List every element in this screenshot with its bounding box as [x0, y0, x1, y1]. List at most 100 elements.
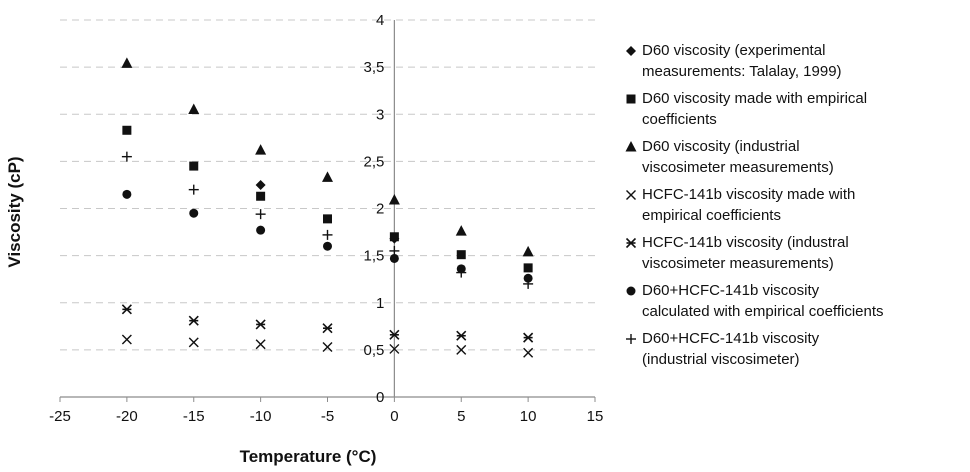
legend-marker-asterisk	[625, 237, 637, 249]
data-point-asterisk	[456, 330, 467, 341]
data-point-square	[456, 250, 466, 260]
data-point-x	[389, 343, 400, 354]
data-point-x	[255, 339, 266, 350]
data-point-square	[523, 263, 533, 273]
data-point-plus	[523, 278, 534, 289]
legend-symbol-x	[626, 190, 636, 200]
scatter-chart: 0 0,5 1 1,5 2 2,5 3 3,5 4 -25 -20 -15 -10 -5 0 5 10 15 Te…	[5, 12, 603, 466]
legend-label-line: coefficients	[642, 111, 717, 128]
x-tick-label: -5	[321, 408, 334, 425]
data-point-asterisk	[523, 332, 534, 343]
legend-label: D60+HCFC-141b viscosity (industrial visco…	[642, 328, 970, 370]
data-point-square	[389, 232, 399, 242]
data-point-x	[322, 342, 333, 353]
data-point-triangle	[455, 225, 467, 236]
legend-label: HCFC-141b viscosity made with empirical c…	[642, 184, 970, 226]
legend-symbol-plus	[626, 334, 636, 344]
legend-symbol-asterisk	[625, 237, 637, 249]
legend-label: HCFC-141b viscosity (industral viscosimet…	[642, 232, 970, 274]
y-tick-label: 1,5	[364, 248, 385, 265]
legend-label-line: HCFC-141b viscosity made with	[642, 186, 856, 203]
legend-item: D60 viscosity (industrial viscosimeter me…	[624, 136, 970, 178]
data-point-asterisk	[255, 319, 266, 330]
legend-item: D60 viscosity (experimental measurements:…	[624, 40, 970, 82]
data-point-triangle	[121, 57, 133, 68]
data-point-x	[188, 337, 199, 348]
chart-legend: D60 viscosity (experimental measurements:…	[624, 40, 970, 376]
y-tick-label: 0,5	[364, 342, 385, 359]
legend-label: D60+HCFC-141b viscosity calculated with e…	[642, 280, 970, 322]
data-point-triangle	[388, 194, 400, 205]
legend-symbol-triangle	[625, 141, 637, 152]
legend-marker-plus	[626, 334, 636, 344]
x-axis-title: Temperature (°C)	[240, 447, 377, 466]
x-tick-label: -25	[49, 408, 71, 425]
data-point-square	[256, 191, 266, 201]
data-point-circle	[323, 241, 332, 251]
y-tick-label: 3	[376, 106, 384, 123]
data-point-diamond	[255, 179, 266, 190]
y-tick-label: 2	[376, 201, 384, 218]
legend-label-line: D60 viscosity (industrial	[642, 138, 800, 155]
legend-marker-x	[626, 190, 636, 200]
data-point-square	[189, 161, 199, 171]
data-point-x	[456, 344, 467, 355]
data-point-square	[323, 214, 332, 224]
legend-label-line: viscosimeter measurements)	[642, 255, 834, 272]
data-point-plus	[389, 245, 400, 256]
x-tick-label: 10	[520, 408, 537, 425]
legend-marker-square	[626, 94, 636, 104]
data-point-x	[121, 334, 132, 345]
legend-item: HCFC-141b viscosity made with empirical c…	[624, 184, 970, 226]
y-tick-label: 4	[376, 12, 384, 29]
y-tick-label: 0	[376, 389, 384, 406]
data-point-circle	[189, 208, 199, 218]
x-tick-label: -10	[250, 408, 272, 425]
grid-lines	[60, 19, 595, 351]
legend-label-line: D60 viscosity (experimental	[642, 42, 826, 59]
legend-label: D60 viscosity made with empirical coeffic…	[642, 88, 970, 130]
data-point-triangle	[188, 103, 200, 115]
y-tick-label: 1	[376, 295, 384, 312]
data-point-asterisk	[322, 323, 333, 334]
data-points	[121, 57, 534, 358]
legend-label-line: viscosimeter measurements)	[642, 159, 834, 176]
legend-item: HCFC-141b viscosity (industral viscosimet…	[624, 232, 970, 274]
tick-labels: 0 0,5 1 1,5 2 2,5 3 3,5 4 -25 -20 -15 -10 -5 0 5 10 15	[49, 12, 603, 425]
data-point-x	[523, 347, 534, 358]
data-point-asterisk	[389, 329, 400, 340]
data-point-triangle	[322, 171, 333, 182]
axes	[59, 20, 596, 402]
legend-label-line: calculated with empirical coefficients	[642, 303, 884, 320]
legend-item: D60 viscosity made with empirical coeffic…	[624, 88, 970, 130]
y-tick-label: 2,5	[364, 153, 385, 170]
legend-symbol-circle	[626, 286, 636, 296]
data-point-square	[122, 125, 132, 135]
data-point-plus	[121, 151, 132, 162]
x-tick-label: 15	[587, 408, 604, 425]
legend-item: D60+HCFC-141b viscosity (industrial visco…	[624, 328, 970, 370]
legend-label-line: HCFC-141b viscosity (industral	[642, 234, 849, 251]
legend-label-line: D60+HCFC-141b viscosity	[642, 282, 820, 299]
data-point-circle	[256, 225, 266, 235]
data-point-circle	[389, 253, 399, 263]
y-axis-title: Viscosity (cP)	[5, 156, 24, 267]
legend-label: D60 viscosity (industrial viscosimeter me…	[642, 136, 970, 178]
legend-symbol-square	[626, 94, 636, 104]
legend-marker-circle	[626, 286, 636, 296]
data-point-triangle	[522, 245, 534, 257]
data-point-plus	[188, 184, 199, 195]
legend-marker-diamond	[626, 46, 636, 56]
legend-marker-triangle	[625, 141, 637, 152]
x-tick-label: -15	[183, 408, 205, 425]
y-tick-label: 3,5	[364, 59, 385, 76]
x-tick-label: 5	[457, 408, 465, 425]
legend-label-line: D60+HCFC-141b viscosity	[642, 330, 820, 347]
legend-label-line: measurements: Talalay, 1999)	[642, 63, 842, 80]
legend-item: D60+HCFC-141b viscosity calculated with e…	[624, 280, 970, 322]
legend-label: D60 viscosity (experimental measurements:…	[642, 40, 970, 82]
legend-label-line: (industrial viscosimeter)	[642, 351, 800, 368]
data-point-triangle	[255, 144, 267, 155]
data-point-circle	[523, 273, 533, 283]
data-point-asterisk	[188, 315, 199, 326]
